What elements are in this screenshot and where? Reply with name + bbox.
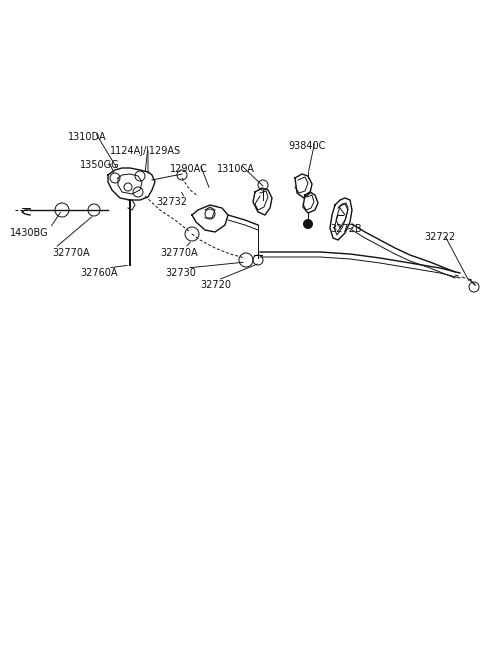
- Text: 32760A: 32760A: [80, 268, 118, 278]
- Text: 1430BG: 1430BG: [10, 228, 48, 238]
- Text: 3272B: 3272B: [330, 224, 361, 234]
- Text: 32770A: 32770A: [160, 248, 198, 258]
- Text: 1124AJ/'129AS: 1124AJ/'129AS: [110, 146, 181, 156]
- Text: 1310DA: 1310DA: [68, 132, 107, 142]
- Text: 32770A: 32770A: [52, 248, 90, 258]
- Text: 32730: 32730: [165, 268, 196, 278]
- Circle shape: [303, 219, 313, 229]
- Text: 32722: 32722: [424, 232, 455, 242]
- Text: 1290AC: 1290AC: [170, 164, 208, 174]
- Text: 1310CA: 1310CA: [217, 164, 255, 174]
- Text: 32732: 32732: [156, 197, 187, 207]
- Text: 93840C: 93840C: [288, 141, 325, 151]
- Text: 32720: 32720: [200, 280, 231, 290]
- Text: 1350GG: 1350GG: [80, 160, 120, 170]
